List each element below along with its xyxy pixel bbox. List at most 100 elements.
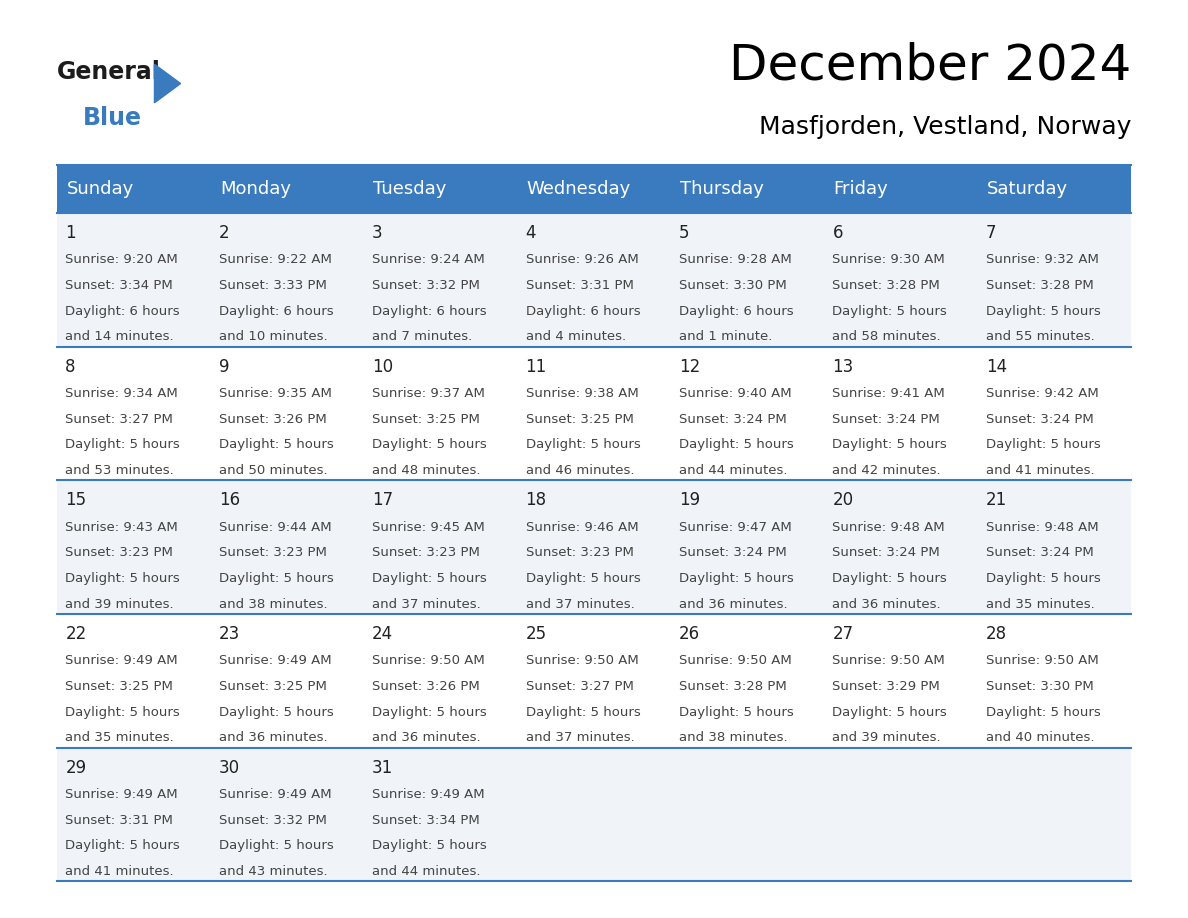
Bar [210,213,364,347]
Text: and 39 minutes.: and 39 minutes. [833,732,941,744]
Text: Daylight: 5 hours: Daylight: 5 hours [680,439,794,452]
Bar [57,347,210,480]
Text: and 50 minutes.: and 50 minutes. [219,465,328,477]
Text: Sunset: 3:34 PM: Sunset: 3:34 PM [65,279,173,292]
Text: Sunrise: 9:46 AM: Sunrise: 9:46 AM [525,521,638,533]
Text: and 40 minutes.: and 40 minutes. [986,732,1094,744]
Text: and 36 minutes.: and 36 minutes. [372,732,481,744]
Bar [364,213,517,347]
Text: Sunrise: 9:30 AM: Sunrise: 9:30 AM [833,253,946,266]
Text: Blue: Blue [83,106,143,129]
Text: 15: 15 [65,491,87,509]
Bar [671,480,824,614]
Bar [517,165,671,213]
Text: and 41 minutes.: and 41 minutes. [65,865,173,879]
Text: 5: 5 [680,224,689,242]
Bar [517,747,671,881]
Text: Daylight: 5 hours: Daylight: 5 hours [219,839,334,853]
Text: and 38 minutes.: and 38 minutes. [680,732,788,744]
Text: Sunset: 3:24 PM: Sunset: 3:24 PM [680,546,786,559]
Bar [210,347,364,480]
Text: 14: 14 [986,358,1007,375]
Text: Sunrise: 9:37 AM: Sunrise: 9:37 AM [372,387,485,400]
Bar [57,165,210,213]
Text: 27: 27 [833,625,853,643]
Text: and 36 minutes.: and 36 minutes. [219,732,328,744]
Text: Daylight: 5 hours: Daylight: 5 hours [372,706,487,719]
Bar [57,213,210,347]
Text: Sunset: 3:33 PM: Sunset: 3:33 PM [219,279,327,292]
Text: Daylight: 5 hours: Daylight: 5 hours [833,305,947,318]
Text: 12: 12 [680,358,700,375]
Text: Sunrise: 9:43 AM: Sunrise: 9:43 AM [65,521,178,533]
Text: Sunset: 3:25 PM: Sunset: 3:25 PM [219,680,327,693]
Bar [824,347,978,480]
Text: Sunset: 3:23 PM: Sunset: 3:23 PM [372,546,480,559]
Text: Daylight: 5 hours: Daylight: 5 hours [219,572,334,585]
Text: 10: 10 [372,358,393,375]
Text: Sunrise: 9:49 AM: Sunrise: 9:49 AM [219,788,331,801]
Text: Masfjorden, Vestland, Norway: Masfjorden, Vestland, Norway [759,115,1131,139]
Text: Daylight: 5 hours: Daylight: 5 hours [65,706,181,719]
Text: and 46 minutes.: and 46 minutes. [525,465,634,477]
Text: Sunset: 3:25 PM: Sunset: 3:25 PM [525,413,633,426]
Text: Sunset: 3:30 PM: Sunset: 3:30 PM [986,680,1094,693]
Text: Sunset: 3:29 PM: Sunset: 3:29 PM [833,680,940,693]
Text: Sunset: 3:32 PM: Sunset: 3:32 PM [219,813,327,827]
Text: 9: 9 [219,358,229,375]
Text: Sunset: 3:24 PM: Sunset: 3:24 PM [833,413,940,426]
Text: Sunrise: 9:42 AM: Sunrise: 9:42 AM [986,387,1099,400]
Text: Sunset: 3:24 PM: Sunset: 3:24 PM [986,413,1094,426]
Text: Daylight: 6 hours: Daylight: 6 hours [65,305,179,318]
Bar [364,747,517,881]
Text: 25: 25 [525,625,546,643]
Text: and 44 minutes.: and 44 minutes. [372,865,481,879]
Text: Sunset: 3:23 PM: Sunset: 3:23 PM [525,546,633,559]
Text: Sunset: 3:34 PM: Sunset: 3:34 PM [372,813,480,827]
Text: 2: 2 [219,224,229,242]
Text: and 41 minutes.: and 41 minutes. [986,465,1094,477]
Text: 18: 18 [525,491,546,509]
Text: Daylight: 6 hours: Daylight: 6 hours [680,305,794,318]
Bar [978,480,1131,614]
Text: and 36 minutes.: and 36 minutes. [680,598,788,610]
Text: Sunset: 3:31 PM: Sunset: 3:31 PM [65,813,173,827]
Text: and 44 minutes.: and 44 minutes. [680,465,788,477]
Bar [671,747,824,881]
Text: Sunset: 3:27 PM: Sunset: 3:27 PM [65,413,173,426]
Text: Sunset: 3:32 PM: Sunset: 3:32 PM [372,279,480,292]
Text: Daylight: 5 hours: Daylight: 5 hours [219,439,334,452]
Text: Sunrise: 9:49 AM: Sunrise: 9:49 AM [65,655,178,667]
Text: and 37 minutes.: and 37 minutes. [525,598,634,610]
Text: Sunset: 3:28 PM: Sunset: 3:28 PM [680,680,786,693]
Bar [824,165,978,213]
Text: and 4 minutes.: and 4 minutes. [525,330,626,343]
Text: and 37 minutes.: and 37 minutes. [372,598,481,610]
Bar [978,747,1131,881]
Bar [824,480,978,614]
Bar [671,213,824,347]
Text: Daylight: 5 hours: Daylight: 5 hours [986,706,1100,719]
Text: Daylight: 5 hours: Daylight: 5 hours [65,839,181,853]
Text: Daylight: 5 hours: Daylight: 5 hours [986,439,1100,452]
Text: Sunset: 3:24 PM: Sunset: 3:24 PM [680,413,786,426]
Text: Sunset: 3:26 PM: Sunset: 3:26 PM [219,413,327,426]
Text: 19: 19 [680,491,700,509]
Bar [364,347,517,480]
Text: and 48 minutes.: and 48 minutes. [372,465,481,477]
Text: Daylight: 6 hours: Daylight: 6 hours [372,305,487,318]
Text: Sunrise: 9:20 AM: Sunrise: 9:20 AM [65,253,178,266]
Text: Sunset: 3:26 PM: Sunset: 3:26 PM [372,680,480,693]
Text: Sunrise: 9:45 AM: Sunrise: 9:45 AM [372,521,485,533]
Text: 16: 16 [219,491,240,509]
Bar [57,614,210,747]
Text: Sunset: 3:23 PM: Sunset: 3:23 PM [219,546,327,559]
Text: and 43 minutes.: and 43 minutes. [219,865,328,879]
Text: and 55 minutes.: and 55 minutes. [986,330,1094,343]
Text: 3: 3 [372,224,383,242]
Text: and 38 minutes.: and 38 minutes. [219,598,328,610]
Text: Daylight: 5 hours: Daylight: 5 hours [680,706,794,719]
Text: and 37 minutes.: and 37 minutes. [525,732,634,744]
Text: Sunset: 3:27 PM: Sunset: 3:27 PM [525,680,633,693]
Text: 6: 6 [833,224,843,242]
